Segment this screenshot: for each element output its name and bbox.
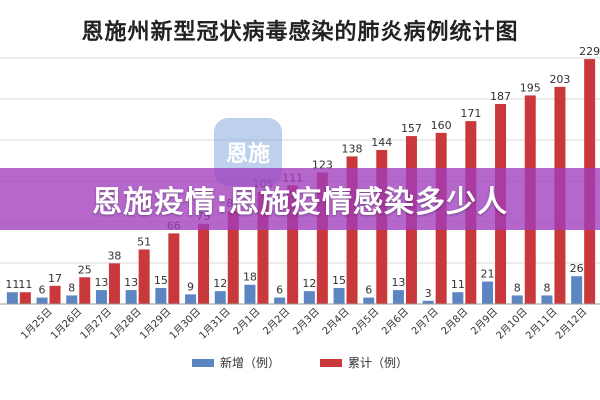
x-tick-label: 2月4日 — [320, 306, 352, 338]
chart-legend: 新增（例） 累计（例） — [0, 354, 600, 371]
bar-new — [363, 297, 375, 304]
bar-cumulative — [108, 263, 120, 304]
x-tick-label: 2月12日 — [553, 306, 589, 342]
x-tick-label: 2月6日 — [379, 306, 411, 338]
data-label: 13 — [94, 276, 108, 289]
data-label: 6 — [39, 284, 46, 297]
data-label: 12 — [302, 277, 316, 290]
x-tick-label: 2月1日 — [231, 306, 263, 338]
x-tick-label: 2月7日 — [409, 306, 441, 338]
data-label: 13 — [391, 276, 405, 289]
data-label: 6 — [365, 284, 372, 297]
bar-cumulative — [287, 185, 299, 304]
data-label: 3 — [425, 287, 432, 300]
bar-new — [66, 295, 78, 304]
bar-new — [36, 297, 48, 304]
data-label: 144 — [371, 136, 392, 149]
x-tick-label: 1月27日 — [78, 306, 114, 342]
data-label: 12 — [213, 277, 227, 290]
x-tick-label: 1月25日 — [19, 306, 55, 342]
bar-new — [274, 297, 286, 304]
data-label: 15 — [154, 274, 168, 287]
data-label: 11 — [5, 278, 19, 291]
data-label: 18 — [243, 271, 257, 284]
data-label: 11 — [451, 278, 465, 291]
x-tick-label: 2月5日 — [350, 306, 382, 338]
bar-new — [511, 295, 523, 304]
data-label: 17 — [48, 272, 62, 285]
x-tick-label: 2月3日 — [290, 306, 322, 338]
x-tick-label: 1月28日 — [108, 306, 144, 342]
data-label: 195 — [520, 81, 541, 94]
data-label: 51 — [137, 235, 151, 248]
bar-new — [571, 276, 583, 304]
data-label: 11 — [18, 278, 32, 291]
bar-cumulative — [168, 233, 180, 304]
data-label: 138 — [342, 142, 363, 155]
data-label: 25 — [78, 263, 92, 276]
x-tick-label: 1月26日 — [48, 306, 84, 342]
x-tick-label: 1月30日 — [167, 306, 203, 342]
data-label: 15 — [332, 274, 346, 287]
bar-new — [333, 287, 345, 304]
watermark-text: 恩施 — [225, 142, 270, 167]
data-label: 8 — [514, 281, 521, 294]
bar-cumulative — [138, 249, 150, 304]
bar-cumulative — [316, 172, 328, 304]
headline-text: 恩施疫情:恩施疫情感染多少人 — [92, 185, 508, 220]
bar-cumulative — [227, 210, 239, 304]
bar-cumulative — [49, 285, 61, 304]
bar-new — [244, 284, 256, 304]
x-tick-label: 1月29日 — [137, 306, 173, 342]
bar-new — [6, 292, 18, 304]
bar-cumulative — [198, 223, 210, 304]
data-label: 6 — [276, 284, 283, 297]
bar-new — [155, 287, 167, 304]
legend-label-new: 新增（例） — [219, 356, 280, 370]
bar-new — [482, 281, 494, 304]
data-label: 8 — [543, 281, 550, 294]
bar-new — [541, 295, 553, 304]
bar-new — [422, 300, 434, 304]
legend-item-cumulative: 累计（例） — [320, 354, 408, 371]
data-label: 229 — [579, 45, 600, 58]
bar-new — [214, 291, 226, 304]
data-label: 26 — [570, 262, 584, 275]
bar-new — [125, 290, 137, 304]
data-label: 13 — [124, 276, 138, 289]
data-label: 38 — [107, 249, 121, 262]
x-tick-label: 2月10日 — [494, 306, 530, 342]
legend-swatch-cumulative — [320, 358, 342, 367]
data-label: 157 — [401, 122, 422, 135]
data-label: 171 — [460, 107, 481, 120]
data-label: 21 — [481, 268, 495, 281]
bar-new — [303, 291, 315, 304]
bar-cumulative — [79, 277, 91, 304]
data-label: 187 — [490, 90, 511, 103]
bar-cumulative — [19, 292, 31, 304]
data-label: 160 — [431, 119, 452, 132]
headline-banner: 恩施疫情:恩施疫情感染多少人 — [0, 168, 600, 230]
bar-new — [95, 290, 107, 304]
legend-swatch-new — [191, 358, 214, 367]
bar-new — [185, 294, 197, 304]
bar-cumulative — [257, 191, 269, 304]
data-label: 8 — [68, 281, 75, 294]
data-label: 9 — [187, 280, 194, 293]
bar-cumulative — [346, 156, 358, 304]
bar-new — [452, 292, 464, 304]
chart-title: 恩施州新型冠状病毒感染的肺炎病例统计图 — [81, 20, 519, 45]
x-tick-label: 1月31日 — [197, 306, 233, 342]
x-tick-label: 2月11日 — [523, 306, 559, 342]
data-label: 203 — [549, 73, 570, 86]
x-tick-label: 2月2日 — [261, 306, 293, 338]
legend-item-new: 新增（例） — [191, 354, 280, 371]
bar-new — [392, 290, 404, 304]
x-tick-label: 2月8日 — [439, 306, 471, 338]
legend-label-cumulative: 累计（例） — [348, 356, 409, 370]
